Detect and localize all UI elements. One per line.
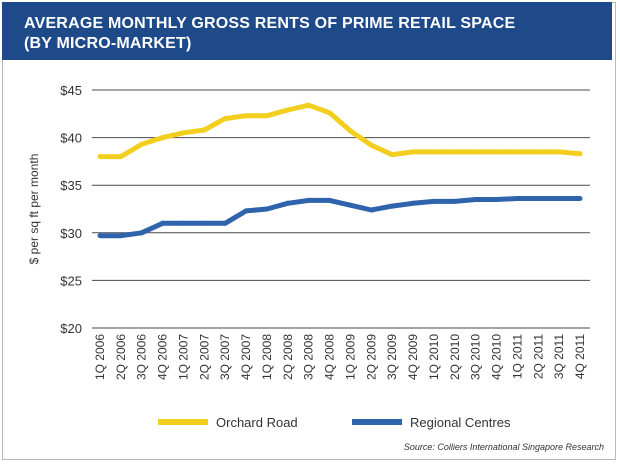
y-tick-label: $25 (60, 273, 82, 288)
data-point (431, 198, 437, 204)
x-tick-label: 3Q 2011 (552, 334, 566, 379)
x-tick-label: 2Q 2008 (281, 334, 295, 380)
x-tick-label: 3Q 2008 (302, 334, 316, 380)
x-tick-label: 4Q 2010 (490, 334, 504, 380)
legend-label: Regional Centres (410, 415, 511, 430)
data-point (264, 113, 270, 119)
data-point (327, 197, 333, 203)
data-point (285, 107, 291, 113)
x-tick-label: 1Q 2009 (343, 334, 357, 380)
data-point (243, 113, 249, 119)
chart-title-line-2: (BY MICRO-MARKET) (24, 35, 192, 52)
data-point (264, 206, 270, 212)
series-line-regional-centres (100, 196, 580, 239)
legend: Orchard Road Regional Centres (158, 415, 511, 430)
data-point (514, 149, 520, 155)
x-tick-label: 4Q 2008 (323, 334, 337, 380)
data-point (97, 154, 103, 160)
x-tick-label: 2Q 2011 (531, 334, 545, 379)
x-tick-label: 3Q 2007 (218, 334, 232, 380)
source-note: Source: Colliers International Singapore… (403, 442, 604, 452)
data-point (97, 233, 103, 239)
x-tick-label: 4Q 2009 (406, 334, 420, 380)
data-point (389, 203, 395, 209)
x-tick-label: 1Q 2007 (176, 334, 190, 380)
chart-frame (2, 2, 616, 460)
data-point (327, 110, 333, 116)
x-tick-label: 2Q 2006 (114, 334, 128, 380)
x-tick-label: 1Q 2010 (427, 334, 441, 380)
data-point (243, 208, 249, 214)
chart-title-line-1: AVERAGE MONTHLY GROSS RENTS OF PRIME RET… (24, 15, 516, 32)
x-tick-label: 3Q 2010 (469, 334, 483, 380)
data-point (160, 220, 166, 226)
data-point (577, 151, 583, 157)
data-point (556, 149, 562, 155)
data-point (180, 220, 186, 226)
data-point (222, 116, 228, 122)
data-point (118, 154, 124, 160)
data-point (494, 196, 500, 202)
y-axis-title: $ per sq ft per month (27, 154, 41, 265)
y-tick-label: $40 (60, 131, 82, 146)
data-point (118, 233, 124, 239)
data-point (201, 220, 207, 226)
data-point (535, 149, 541, 155)
y-tick-label: $20 (60, 321, 82, 336)
data-point (473, 196, 479, 202)
chart-title: AVERAGE MONTHLY GROSS RENTS OF PRIME RET… (24, 14, 515, 54)
data-point (160, 135, 166, 141)
data-point (452, 149, 458, 155)
data-point (222, 220, 228, 226)
gridlines (92, 89, 590, 329)
y-tick-label: $45 (60, 83, 82, 98)
y-tick-label: $30 (60, 226, 82, 241)
data-point (139, 230, 145, 236)
data-point (494, 149, 500, 155)
data-point (347, 128, 353, 134)
y-tick-label: $35 (60, 178, 82, 193)
data-point (368, 142, 374, 148)
x-tick-label: 2Q 2009 (364, 334, 378, 380)
series-line-orchard-road (100, 102, 581, 160)
data-point (347, 202, 353, 208)
data-point (306, 102, 312, 108)
x-tick-label: 2Q 2010 (448, 334, 462, 380)
data-point (285, 200, 291, 206)
x-tick-label: 3Q 2006 (135, 334, 149, 380)
title-banner: AVERAGE MONTHLY GROSS RENTS OF PRIME RET… (2, 2, 612, 60)
data-point (514, 196, 520, 202)
y-axis: $20 $25 $30 $35 $40 $45 $ per sq ft per month (27, 83, 82, 336)
x-tick-label: 4Q 2011 (573, 334, 587, 379)
x-tick-label: 1Q 2006 (93, 334, 107, 380)
data-point (201, 127, 207, 133)
data-point (431, 149, 437, 155)
data-point (368, 207, 374, 213)
data-point (410, 149, 416, 155)
data-point (473, 149, 479, 155)
data-point (306, 197, 312, 203)
x-tick-label: 1Q 2011 (510, 334, 524, 379)
data-point (139, 141, 145, 147)
data-point (410, 200, 416, 206)
x-tick-label: 2Q 2007 (197, 334, 211, 380)
series-lines (97, 102, 583, 239)
legend-label: Orchard Road (216, 415, 298, 430)
data-point (577, 196, 583, 202)
data-point (180, 130, 186, 136)
x-tick-label: 1Q 2008 (260, 334, 274, 380)
x-tick-label: 3Q 2009 (385, 334, 399, 380)
x-tick-label: 4Q 2007 (239, 334, 253, 380)
data-point (389, 152, 395, 158)
data-point (452, 198, 458, 204)
data-point (556, 196, 562, 202)
x-axis: 1Q 2006 2Q 2006 3Q 2006 4Q 2006 1Q 2007 2Q 20… (93, 334, 587, 380)
data-point (535, 196, 541, 202)
x-tick-label: 4Q 2006 (156, 334, 170, 380)
